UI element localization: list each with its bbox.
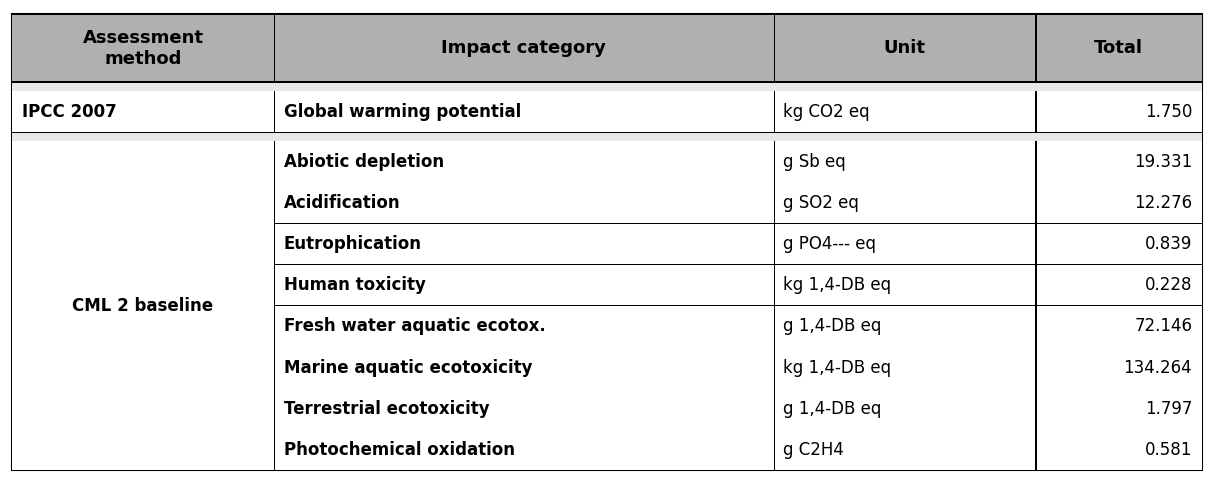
Bar (12, 347, 1202, 388)
Text: Total: Total (1094, 39, 1144, 57)
Text: kg 1,4-DB eq: kg 1,4-DB eq (783, 276, 891, 294)
Bar (12, 14, 1202, 82)
Text: g 1,4-DB eq: g 1,4-DB eq (783, 317, 881, 336)
Text: Human toxicity: Human toxicity (284, 276, 425, 294)
Text: Impact category: Impact category (441, 39, 606, 57)
Bar (773, 429, 775, 470)
Bar (12, 469, 1202, 470)
Bar (274, 14, 276, 82)
Bar (12, 132, 1202, 133)
Bar (12, 82, 1202, 83)
Text: 0.228: 0.228 (1145, 276, 1192, 294)
Bar (12, 141, 274, 470)
Bar (274, 265, 276, 306)
Bar (773, 347, 775, 388)
Text: g PO4--- eq: g PO4--- eq (783, 235, 877, 253)
Bar (274, 223, 1202, 224)
Bar (773, 141, 775, 182)
Text: Unit: Unit (884, 39, 925, 57)
Bar (12, 14, 1202, 15)
Text: 0.581: 0.581 (1145, 441, 1192, 459)
Text: 19.331: 19.331 (1134, 153, 1192, 171)
Text: Terrestrial ecotoxicity: Terrestrial ecotoxicity (284, 400, 489, 418)
Text: 1.797: 1.797 (1145, 400, 1192, 418)
Text: 72.146: 72.146 (1134, 317, 1192, 336)
Bar (773, 91, 775, 132)
Text: IPCC 2007: IPCC 2007 (22, 103, 117, 121)
Text: g SO2 eq: g SO2 eq (783, 194, 860, 212)
Bar (274, 388, 276, 429)
Text: kg 1,4-DB eq: kg 1,4-DB eq (783, 359, 891, 377)
Bar (12, 81, 1202, 82)
Text: 1.750: 1.750 (1145, 103, 1192, 121)
Bar (773, 14, 775, 82)
Bar (773, 224, 775, 265)
Bar (773, 388, 775, 429)
Bar (773, 182, 775, 224)
Text: Fresh water aquatic ecotox.: Fresh water aquatic ecotox. (284, 317, 545, 336)
Bar (773, 265, 775, 306)
Bar (12, 224, 1202, 265)
Text: kg CO2 eq: kg CO2 eq (783, 103, 870, 121)
Text: g Sb eq: g Sb eq (783, 153, 846, 171)
Bar (12, 91, 1202, 132)
Text: Photochemical oxidation: Photochemical oxidation (284, 441, 515, 459)
Text: Acidification: Acidification (284, 194, 401, 212)
Bar (274, 306, 276, 347)
Bar (274, 224, 276, 265)
Bar (12, 82, 1202, 91)
Bar (274, 429, 276, 470)
Bar (12, 388, 1202, 429)
Bar (274, 141, 276, 470)
Text: Global warming potential: Global warming potential (284, 103, 521, 121)
Bar (12, 265, 1202, 306)
Bar (274, 141, 276, 182)
Text: CML 2 baseline: CML 2 baseline (73, 297, 214, 315)
Bar (274, 347, 276, 388)
Text: Eutrophication: Eutrophication (284, 235, 421, 253)
Text: Abiotic depletion: Abiotic depletion (284, 153, 443, 171)
Text: Marine aquatic ecotoxicity: Marine aquatic ecotoxicity (284, 359, 532, 377)
Bar (773, 306, 775, 347)
Bar (12, 429, 1202, 470)
Text: g C2H4: g C2H4 (783, 441, 844, 459)
Bar (12, 141, 1202, 182)
Bar (12, 306, 1202, 347)
Text: 0.839: 0.839 (1145, 235, 1192, 253)
Bar (274, 91, 276, 132)
Text: 134.264: 134.264 (1123, 359, 1192, 377)
Text: Assessment
method: Assessment method (83, 29, 204, 68)
Text: g 1,4-DB eq: g 1,4-DB eq (783, 400, 881, 418)
Text: 12.276: 12.276 (1134, 194, 1192, 212)
Bar (12, 182, 1202, 224)
Bar (12, 132, 1202, 141)
Bar (274, 182, 276, 224)
